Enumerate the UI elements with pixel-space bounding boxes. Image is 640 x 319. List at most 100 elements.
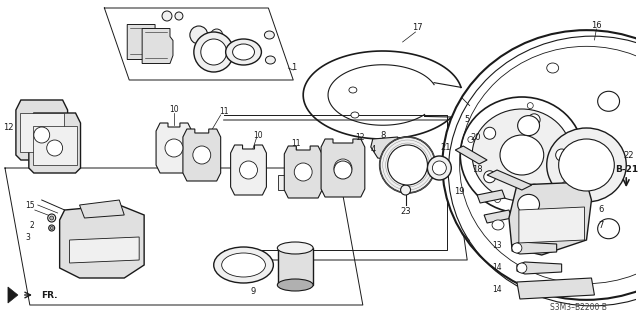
Polygon shape: [183, 129, 221, 181]
Polygon shape: [278, 175, 296, 190]
Text: FR.: FR.: [42, 291, 58, 300]
Text: 12: 12: [3, 123, 13, 132]
Polygon shape: [517, 262, 562, 274]
Polygon shape: [371, 137, 403, 160]
Ellipse shape: [528, 184, 540, 196]
Polygon shape: [284, 146, 322, 198]
Ellipse shape: [34, 127, 50, 143]
Ellipse shape: [334, 159, 352, 177]
Ellipse shape: [294, 163, 312, 181]
Ellipse shape: [50, 216, 54, 220]
Text: B-21: B-21: [614, 166, 638, 174]
Ellipse shape: [49, 225, 54, 231]
Ellipse shape: [598, 219, 620, 239]
Ellipse shape: [351, 112, 359, 118]
Text: 10: 10: [169, 106, 179, 115]
Text: 4: 4: [370, 145, 376, 154]
Ellipse shape: [232, 44, 255, 60]
Ellipse shape: [190, 26, 208, 44]
Polygon shape: [127, 25, 158, 60]
Ellipse shape: [47, 140, 63, 156]
Ellipse shape: [484, 127, 495, 139]
Polygon shape: [519, 207, 584, 243]
Text: 7: 7: [598, 220, 604, 229]
Polygon shape: [33, 126, 77, 165]
Text: 1: 1: [291, 63, 296, 72]
Text: 22: 22: [623, 151, 634, 160]
Ellipse shape: [559, 139, 614, 191]
Ellipse shape: [428, 156, 451, 180]
Ellipse shape: [194, 32, 234, 72]
Ellipse shape: [349, 87, 357, 93]
Ellipse shape: [517, 263, 527, 273]
Polygon shape: [79, 200, 124, 218]
Polygon shape: [230, 145, 266, 195]
Text: 12: 12: [355, 132, 365, 142]
Text: 20: 20: [470, 133, 481, 143]
Text: 6: 6: [598, 205, 604, 214]
Text: 10: 10: [253, 130, 263, 139]
Ellipse shape: [193, 146, 211, 164]
Polygon shape: [142, 28, 173, 63]
Ellipse shape: [563, 182, 568, 187]
Ellipse shape: [264, 31, 275, 39]
Ellipse shape: [48, 214, 56, 222]
Text: S3M3–B2200 B: S3M3–B2200 B: [550, 303, 607, 313]
Ellipse shape: [201, 39, 227, 65]
Ellipse shape: [500, 135, 544, 175]
Text: 14: 14: [492, 263, 502, 271]
Ellipse shape: [226, 39, 261, 65]
Text: 5: 5: [465, 115, 470, 124]
Text: 3: 3: [26, 234, 30, 242]
Ellipse shape: [547, 128, 627, 202]
Text: 11: 11: [291, 138, 301, 147]
Ellipse shape: [460, 97, 584, 213]
Ellipse shape: [50, 226, 53, 229]
Ellipse shape: [468, 137, 474, 143]
Ellipse shape: [380, 137, 435, 193]
Ellipse shape: [484, 171, 495, 183]
Text: 18: 18: [472, 166, 483, 174]
Polygon shape: [29, 113, 81, 173]
Ellipse shape: [433, 161, 446, 175]
Text: 17: 17: [412, 24, 423, 33]
Polygon shape: [477, 190, 505, 203]
Ellipse shape: [472, 109, 572, 201]
Ellipse shape: [492, 220, 504, 230]
Ellipse shape: [528, 114, 540, 126]
Ellipse shape: [165, 139, 183, 157]
Ellipse shape: [211, 29, 223, 41]
Ellipse shape: [512, 243, 522, 253]
Text: 23: 23: [400, 207, 411, 217]
Text: 19: 19: [454, 188, 465, 197]
Ellipse shape: [162, 11, 172, 21]
Ellipse shape: [214, 247, 273, 283]
Ellipse shape: [495, 197, 500, 203]
Polygon shape: [156, 123, 192, 173]
Polygon shape: [8, 287, 18, 303]
Ellipse shape: [547, 63, 559, 73]
Polygon shape: [517, 278, 595, 299]
Polygon shape: [487, 170, 532, 190]
Text: 21: 21: [440, 144, 451, 152]
Text: 2: 2: [29, 220, 34, 229]
Text: 13: 13: [492, 241, 502, 249]
Ellipse shape: [401, 185, 410, 195]
Polygon shape: [512, 242, 557, 254]
Ellipse shape: [556, 149, 568, 161]
Polygon shape: [278, 248, 313, 285]
Text: 9: 9: [251, 287, 256, 296]
Ellipse shape: [277, 242, 313, 254]
Ellipse shape: [518, 194, 540, 214]
Polygon shape: [20, 113, 63, 152]
Text: 8: 8: [380, 130, 385, 139]
Text: 15: 15: [25, 201, 35, 210]
Ellipse shape: [239, 161, 257, 179]
Ellipse shape: [388, 145, 428, 185]
Text: 14: 14: [492, 286, 502, 294]
Polygon shape: [60, 205, 144, 278]
Polygon shape: [16, 100, 68, 160]
Text: 11: 11: [219, 108, 228, 116]
Polygon shape: [509, 182, 591, 255]
Polygon shape: [455, 146, 487, 164]
